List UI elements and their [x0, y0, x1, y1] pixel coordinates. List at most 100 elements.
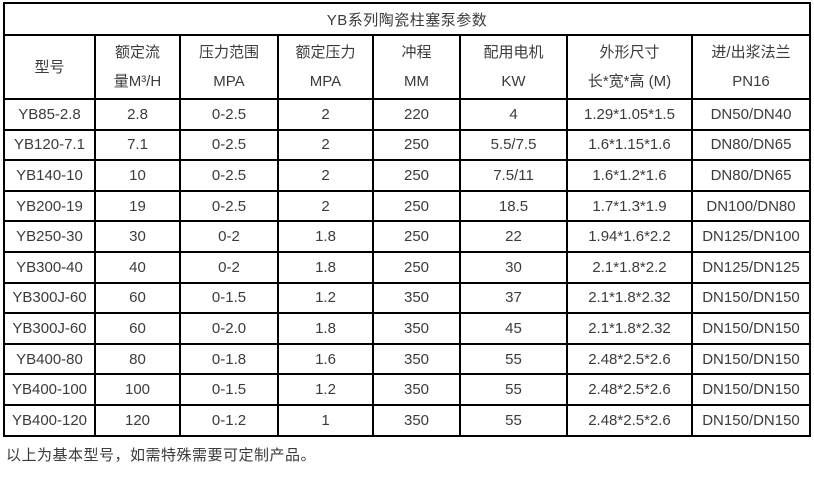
column-header-line1: 冲程 [401, 44, 432, 61]
column-header-line1: 外形尺寸 [599, 44, 660, 61]
table-cell: 250 [372, 159, 461, 192]
table-cell: 0-2.0 [179, 312, 279, 345]
table-cell: 0-1.5 [179, 373, 279, 406]
table-cell: 7.1 [94, 128, 181, 162]
table-cell: 0-1.2 [179, 403, 279, 437]
table-cell: DN80/DN65 [690, 128, 812, 162]
model-cell: YB300J-60 [3, 281, 96, 315]
column-header-line2: 量M³/H [113, 73, 162, 90]
table-cell: 2.1*1.8*2.32 [566, 281, 693, 315]
table-cell: 2 [277, 159, 374, 192]
column-header-line2: KW [501, 73, 526, 90]
table-cell: 10 [94, 159, 181, 192]
table-cell: 55 [459, 342, 568, 376]
table-cell: 22 [459, 220, 568, 253]
table-row: YB300J-60 60 0-2.0 1.8 350 45 2.1*1.8*2.32 DN15… [3, 312, 812, 345]
model-cell: YB400-120 [3, 403, 96, 437]
table-row: YB400-120 120 0-1.2 1 350 55 2.48*2.5*2.6 DN150… [3, 403, 812, 437]
column-header-line2: PN16 [732, 73, 770, 90]
table-cell: 350 [372, 373, 461, 406]
table-cell: 55 [459, 403, 568, 437]
table-cell: 1.2 [277, 281, 374, 315]
table-row: YB85-2.8 2.8 0-2.5 2 220 4 1.29*1.05*1.5 DN50/D… [3, 98, 812, 131]
model-cell: YB300J-60 [3, 312, 96, 345]
pump-spec-table: YB系列陶瓷柱塞泵参数 型号 额定流 量M³/H 压力范围 MPA 额定压力 MPA 冲程 MM… [2, 2, 812, 437]
table-cell: DN150/DN150 [690, 312, 812, 345]
model-cell: YB400-100 [3, 373, 96, 406]
table-title: YB系列陶瓷柱塞泵参数 [2, 2, 812, 36]
column-header: 配用电机 KW [459, 34, 568, 100]
model-cell: YB400-80 [3, 342, 96, 376]
table-cell: DN50/DN40 [690, 98, 812, 131]
table-cell: 1.2 [277, 373, 374, 406]
table-cell: 2.1*1.8*2.2 [566, 250, 693, 284]
table-cell: 2.8 [94, 98, 181, 131]
table-cell: 30 [459, 250, 568, 284]
table-cell: 350 [372, 342, 461, 376]
table-row: YB300-40 40 0-2 1.8 250 30 2.1*1.8*2.2 DN125/DN… [3, 250, 812, 284]
table-cell: DN150/DN150 [690, 281, 812, 315]
table-cell: 7.5/11 [459, 159, 568, 192]
column-header-line1: 额定流 [114, 44, 160, 61]
table-cell: 0-2.5 [179, 159, 279, 192]
table-cell: 1.6*1.15*1.6 [566, 128, 693, 162]
column-header-line2: MPA [309, 73, 342, 90]
column-header: 型号 [3, 34, 96, 100]
column-header-line1: 压力范围 [198, 44, 259, 61]
table-cell: 0-1.8 [179, 342, 279, 376]
table-cell: 2 [277, 128, 374, 162]
table-cell: 0-2 [179, 220, 279, 253]
column-header-line2: 长*宽*高 (M) [587, 73, 672, 90]
table-cell: 30 [94, 220, 181, 253]
table-cell: 100 [94, 373, 181, 406]
model-cell: YB250-30 [3, 220, 96, 253]
table-row: YB300J-60 60 0-1.5 1.2 350 37 2.1*1.8*2.32 DN15… [3, 281, 812, 315]
table-cell: 60 [94, 312, 181, 345]
table-cell: 2 [277, 189, 374, 223]
table-cell: 1 [277, 403, 374, 437]
column-header: 额定压力 MPA [277, 34, 374, 100]
table-cell: 4 [459, 98, 568, 131]
column-header: 额定流量M³/H [94, 34, 181, 100]
table-row: YB200-19 19 0-2.5 2 250 18.5 1.7*1.3*1.9 DN100/… [3, 189, 812, 223]
table-cell: 250 [372, 250, 461, 284]
table-cell: 1.29*1.05*1.5 [566, 98, 693, 131]
table-cell: DN80/DN65 [690, 159, 812, 192]
table-cell: 0-2.5 [179, 189, 279, 223]
table-cell: 350 [372, 403, 461, 437]
table-row: YB400-80 80 0-1.8 1.6 350 55 2.48*2.5*2.6 DN150… [3, 342, 812, 376]
table-cell: 37 [459, 281, 568, 315]
footnote: 以上为基本型号，如需特殊需要可定制产品。 [6, 446, 317, 464]
column-header: 外形尺寸长*宽*高 (M) [566, 34, 693, 100]
table-cell: 0-2 [179, 250, 279, 284]
table-cell: 19 [94, 189, 181, 223]
table-row: YB400-100 100 0-1.5 1.2 350 55 2.48*2.5*2.6 DN1… [3, 373, 812, 406]
table-cell: 2.1*1.8*2.32 [566, 312, 693, 345]
table-row: YB250-30 30 0-2 1.8 250 22 1.94*1.6*2.2 DN125/D… [3, 220, 812, 253]
table-cell: DN150/DN150 [690, 342, 812, 376]
table-cell: 80 [94, 342, 181, 376]
table-cell: 60 [94, 281, 181, 315]
table-cell: DN125/DN100 [690, 220, 812, 253]
column-header-line1: 型号 [34, 58, 65, 76]
table-cell: 120 [94, 403, 181, 437]
table-cell: DN125/DN125 [690, 250, 812, 284]
table-cell: 2.48*2.5*2.6 [566, 373, 693, 406]
model-cell: YB85-2.8 [3, 98, 96, 131]
column-header: 进/出浆法兰 PN16 [690, 34, 812, 100]
table-title-row: YB系列陶瓷柱塞泵参数 [2, 2, 812, 36]
table-row: YB120-7.1 7.1 0-2.5 2 250 5.5/7.5 1.6*1.15*1.6… [3, 128, 812, 162]
table-cell: DN150/DN150 [690, 373, 812, 406]
table-cell: DN100/DN80 [690, 189, 812, 223]
column-header-line1: 进/出浆法兰 [711, 44, 791, 61]
table-cell: 1.8 [277, 220, 374, 253]
model-cell: YB200-19 [3, 189, 96, 223]
column-header-line1: 额定压力 [295, 44, 356, 61]
model-cell: YB140-10 [3, 159, 96, 192]
table-cell: 55 [459, 373, 568, 406]
table-cell: 0-1.5 [179, 281, 279, 315]
table-cell: 2.48*2.5*2.6 [566, 342, 693, 376]
table-cell: 45 [459, 312, 568, 345]
table-cell: 1.8 [277, 250, 374, 284]
